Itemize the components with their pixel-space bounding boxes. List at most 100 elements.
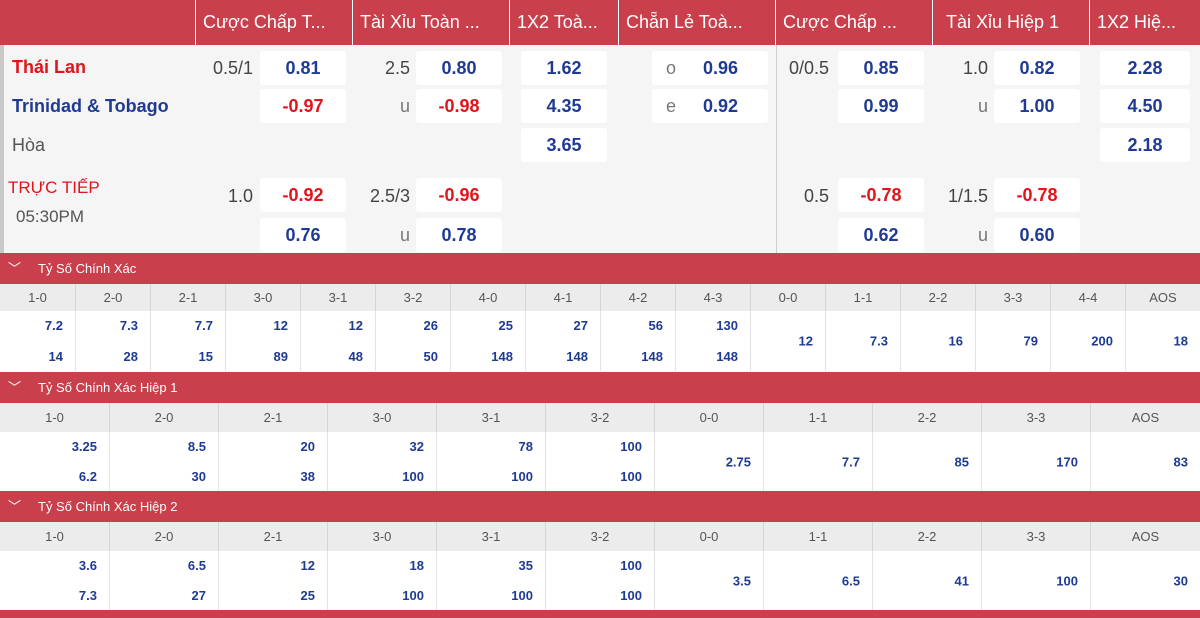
market-header-row: Cược Chấp T... Tài Xỉu Toàn ... 1X2 Toà.… — [0, 0, 1200, 45]
odd-label: o — [666, 58, 677, 78]
score-label: 3-3 — [981, 403, 1090, 432]
odds-button[interactable]: -0.78 — [994, 178, 1080, 212]
score-odds-cell[interactable]: 100 — [981, 551, 1090, 610]
score-odds-cell[interactable]: 100 100 — [545, 551, 654, 610]
away-team-name[interactable]: Trinidad & Tobago — [12, 96, 169, 116]
header-team-column — [0, 0, 195, 45]
score-odds-cell[interactable]: 20 38 — [218, 432, 327, 491]
score-label: 1-1 — [763, 522, 872, 551]
score-odds-cell[interactable]: 7.3 28 — [75, 311, 150, 371]
handicap-line: 0.5 — [803, 186, 829, 206]
score-label: 3-1 — [300, 284, 375, 311]
header-1x2-half[interactable]: 1X2 Hiệ... — [1089, 0, 1200, 45]
header-1x2-full[interactable]: 1X2 Toà... — [509, 0, 618, 45]
score-odds-cell[interactable]: 26 50 — [375, 311, 450, 371]
score-odds-cell[interactable]: 18 100 — [327, 551, 436, 610]
score-odds-cell[interactable]: 25 148 — [450, 311, 525, 371]
score-odds-cell[interactable]: 3.5 — [654, 551, 763, 610]
odds-button[interactable]: -0.96 — [416, 178, 502, 212]
section-header-correct-score-h1[interactable]: ﹀ Tỷ Số Chính Xác Hiệp 1 — [0, 372, 1200, 403]
odds-button[interactable]: 2.18 — [1100, 128, 1190, 162]
score-label: 1-0 — [45, 410, 64, 425]
header-overunder-half[interactable]: Tài Xỉu Hiệp 1 — [932, 0, 1089, 45]
score-label: 4-0 — [450, 284, 525, 311]
score-label: 4-2 — [600, 284, 675, 311]
score-odds-cell[interactable]: 18 — [1125, 311, 1200, 371]
score-odds-cell[interactable]: 8.5 30 — [109, 432, 218, 491]
odds-panel: Cược Chấp T... Tài Xỉu Toàn ... 1X2 Toà.… — [0, 0, 1200, 256]
header-oddeven-full[interactable]: Chẵn Lẻ Toà... — [618, 0, 775, 45]
odds-button[interactable]: 0.80 — [416, 51, 502, 85]
chevron-down-icon[interactable]: ﹀ — [8, 499, 22, 514]
odds-button[interactable]: 0.62 — [838, 218, 924, 252]
score-odds-cell[interactable]: 27 148 — [525, 311, 600, 371]
home-team-name[interactable]: Thái Lan — [12, 57, 87, 77]
score-odds-cell[interactable]: 85 — [872, 432, 981, 491]
odds-button[interactable]: 0.85 — [838, 51, 924, 85]
odds-button[interactable]: 2.28 — [1100, 51, 1190, 85]
score-odds-cell[interactable]: 3.25 6.2 — [71, 439, 97, 484]
score-odds-cell[interactable]: 16 — [900, 311, 975, 371]
score-odds-cell[interactable]: 3.6 7.3 — [78, 558, 97, 603]
under-label: u — [977, 96, 988, 116]
odds-button[interactable]: 0.60 — [994, 218, 1080, 252]
odds-button[interactable]: 0.78 — [416, 218, 502, 252]
score-label: 2-1 — [150, 284, 225, 311]
score-odds-cell[interactable]: 56 148 — [600, 311, 675, 371]
odds-button[interactable]: 1.62 — [521, 51, 607, 85]
score-odds-cell[interactable]: 79 — [975, 311, 1050, 371]
score-odds-cell[interactable]: 12 — [750, 311, 825, 371]
odds-button[interactable]: -0.98 — [416, 89, 502, 123]
score-label: 3-3 — [975, 284, 1050, 311]
header-handicap-full[interactable]: Cược Chấp T... — [195, 0, 352, 45]
score-odds-cell[interactable]: 6.5 27 — [109, 551, 218, 610]
odds-button[interactable]: o 0.96 — [652, 51, 768, 85]
score-odds-cell[interactable]: 83 — [1090, 432, 1200, 491]
score-odds-cell[interactable]: 12 48 — [300, 311, 375, 371]
section-header-next[interactable] — [0, 610, 1200, 618]
section-header-correct-score[interactable]: ﹀ Tỷ Số Chính Xác — [0, 253, 1200, 284]
odds-button[interactable]: -0.78 — [838, 178, 924, 212]
under-label: u — [977, 225, 988, 245]
score-odds-cell[interactable]: 35 100 — [436, 551, 545, 610]
header-overunder-full[interactable]: Tài Xỉu Toàn ... — [352, 0, 509, 45]
score-odds-cell[interactable]: 30 — [1090, 551, 1200, 610]
score-label: 3-3 — [981, 522, 1090, 551]
odds-button[interactable]: -0.97 — [260, 89, 346, 123]
score-odds-row: 3.25 6.2 8.5 30 20 38 32 100 78 100 100 100 2.… — [0, 432, 1200, 491]
score-odds-cell[interactable]: 32 100 — [327, 432, 436, 491]
chevron-down-icon[interactable]: ﹀ — [8, 261, 22, 276]
score-odds-cell[interactable]: 7.2 14 — [44, 318, 63, 364]
odds-button[interactable]: 3.65 — [521, 128, 607, 162]
score-odds-cell[interactable]: 7.7 15 — [150, 311, 225, 371]
total-line: 2.5/3 — [369, 186, 410, 206]
chevron-down-icon[interactable]: ﹀ — [8, 380, 22, 395]
score-odds-cell[interactable]: 7.3 — [825, 311, 900, 371]
odds-button[interactable]: 0.76 — [260, 218, 346, 252]
odds-button[interactable]: 4.35 — [521, 89, 607, 123]
score-odds-cell[interactable]: 12 89 — [225, 311, 300, 371]
score-odds-cell[interactable]: 78 100 — [436, 432, 545, 491]
score-odds-cell[interactable]: 200 — [1050, 311, 1125, 371]
score-odds-cell[interactable]: 12 25 — [218, 551, 327, 610]
odds-button[interactable]: e 0.92 — [652, 89, 768, 123]
odds-button[interactable]: 0.81 — [260, 51, 346, 85]
score-odds-cell[interactable]: 170 — [981, 432, 1090, 491]
header-handicap-half[interactable]: Cược Chấp ... — [775, 0, 932, 45]
odds-button[interactable]: 4.50 — [1100, 89, 1190, 123]
score-label: 2-0 — [75, 284, 150, 311]
score-odds-cell[interactable]: 130 148 — [675, 311, 750, 371]
score-odds-cell[interactable]: 6.5 — [763, 551, 872, 610]
odds-button[interactable]: 0.82 — [994, 51, 1080, 85]
score-odds-cell[interactable]: 7.7 — [763, 432, 872, 491]
odds-button[interactable]: 1.00 — [994, 89, 1080, 123]
score-odds-cell[interactable]: 2.75 — [654, 432, 763, 491]
score-label: 4-1 — [525, 284, 600, 311]
section-header-correct-score-h2[interactable]: ﹀ Tỷ Số Chính Xác Hiệp 2 — [0, 491, 1200, 522]
score-label: 3-0 — [225, 284, 300, 311]
odds-button[interactable]: -0.92 — [260, 178, 346, 212]
score-odds-cell[interactable]: 41 — [872, 551, 981, 610]
score-odds-cell[interactable]: 100 100 — [545, 432, 654, 491]
odds-button[interactable]: 0.99 — [838, 89, 924, 123]
live-status: TRỰC TIẾP — [8, 178, 100, 197]
